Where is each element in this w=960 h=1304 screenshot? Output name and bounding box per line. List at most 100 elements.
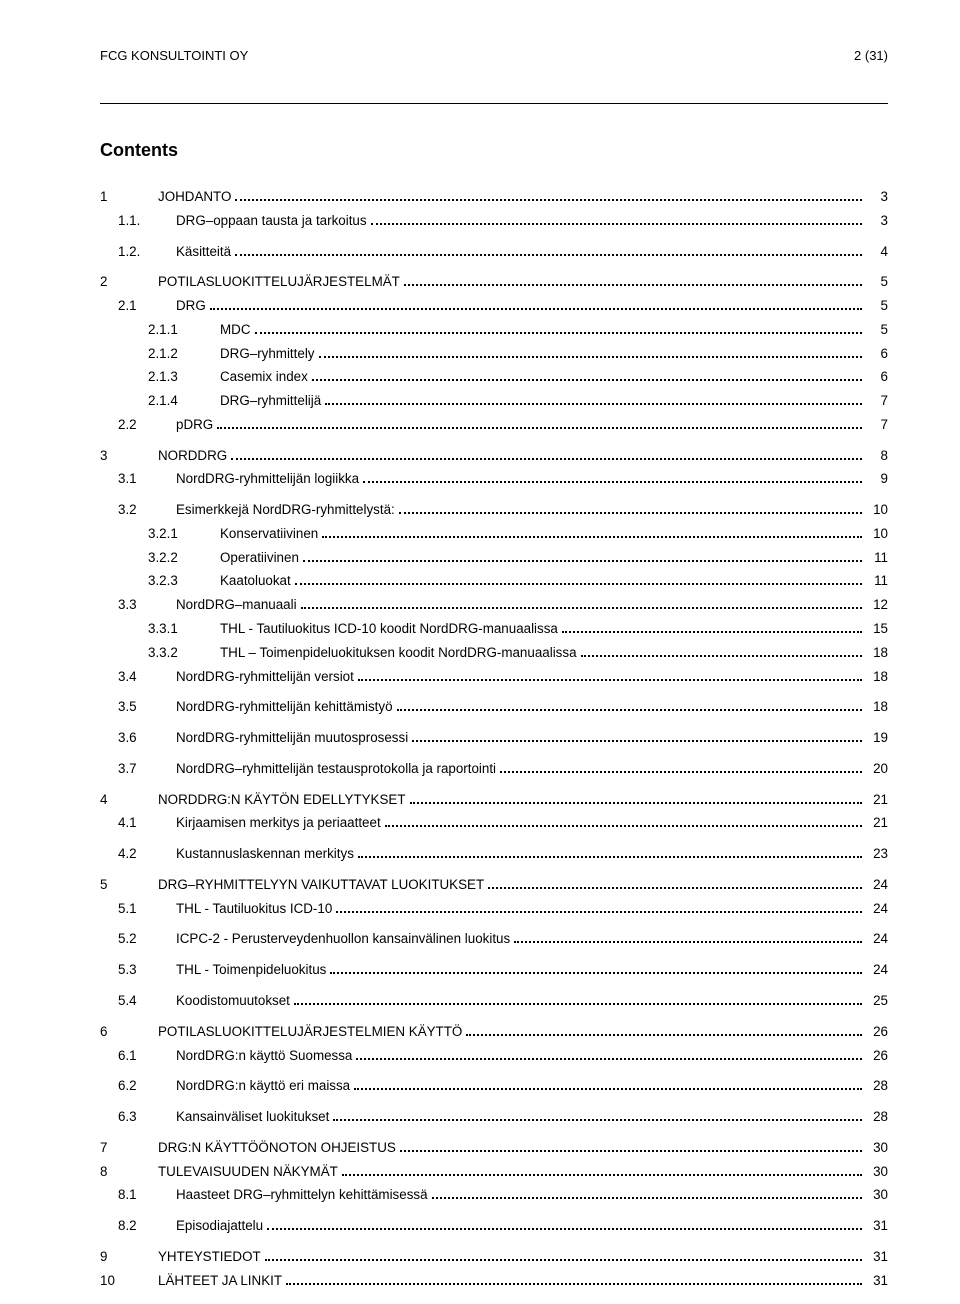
toc-entry[interactable]: 1.1.DRG–oppaan tausta ja tarkoitus3 — [100, 211, 888, 232]
toc-entry-leader — [371, 215, 862, 224]
toc-entry[interactable]: 5.4Koodistomuutokset25 — [100, 991, 888, 1012]
toc-entry[interactable]: 6.2NordDRG:n käyttö eri maissa28 — [100, 1076, 888, 1097]
toc-entry-title: DRG:N KÄYTTÖÖNOTON OHJEISTUS — [158, 1138, 396, 1159]
toc-entry[interactable]: 2.1.4DRG–ryhmittelijä7 — [100, 391, 888, 412]
toc-entry-page: 18 — [866, 643, 888, 664]
toc-entry[interactable]: 2.1.3Casemix index6 — [100, 367, 888, 388]
toc-entry-page: 8 — [866, 446, 888, 467]
toc-entry-page: 10 — [866, 500, 888, 521]
toc-entry-page: 24 — [866, 929, 888, 950]
toc-entry[interactable]: 5.3THL - Toimenpideluokitus24 — [100, 960, 888, 981]
toc-entry-title: THL – Toimenpideluokituksen koodit NordD… — [220, 643, 577, 664]
toc-entry[interactable]: 3.1NordDRG-ryhmittelijän logiikka9 — [100, 469, 888, 490]
toc-entry[interactable]: 5DRG–RYHMITTELYYN VAIKUTTAVAT LUOKITUKSE… — [100, 875, 888, 896]
toc-entry-title: NORDDRG:N KÄYTÖN EDELLYTYKSET — [158, 790, 406, 811]
toc-entry-page: 30 — [866, 1138, 888, 1159]
toc-entry[interactable]: 4.1Kirjaamisen merkitys ja periaatteet21 — [100, 813, 888, 834]
toc-entry-page: 28 — [866, 1107, 888, 1128]
toc-entry[interactable]: 3.2.3Kaatoluokat11 — [100, 571, 888, 592]
toc-entry[interactable]: 6.3Kansainväliset luokitukset 28 — [100, 1107, 888, 1128]
toc-entry-page: 30 — [866, 1185, 888, 1206]
toc-entry[interactable]: 3.2.2Operatiivinen11 — [100, 548, 888, 569]
toc-entry[interactable]: 5.1THL - Tautiluokitus ICD-1024 — [100, 899, 888, 920]
toc-entry[interactable]: 3.3.1THL - Tautiluokitus ICD-10 koodit N… — [100, 619, 888, 640]
toc-entry-leader — [354, 1081, 862, 1090]
toc-entry-leader — [294, 996, 862, 1005]
toc-entry-title: NORDDRG — [158, 446, 227, 467]
toc-entry[interactable]: 4.2Kustannuslaskennan merkitys23 — [100, 844, 888, 865]
toc-entry[interactable]: 3.2.1Konservatiivinen10 — [100, 524, 888, 545]
toc-entry[interactable]: 3NORDDRG8 — [100, 446, 888, 467]
toc-entry-number: 5.4 — [100, 991, 176, 1012]
toc-entry-leader — [385, 818, 862, 827]
toc-entry-title: DRG–RYHMITTELYYN VAIKUTTAVAT LUOKITUKSET — [158, 875, 484, 896]
header-rule — [100, 103, 888, 104]
toc-entry-number: 3.2.1 — [100, 524, 220, 545]
toc-gap — [100, 922, 888, 929]
toc-gap — [100, 690, 888, 697]
toc-entry-number: 6.3 — [100, 1107, 176, 1128]
toc-entry[interactable]: 1JOHDANTO3 — [100, 187, 888, 208]
toc-entry-title: TULEVAISUUDEN NÄKYMÄT — [158, 1162, 338, 1183]
toc-entry-number: 3.7 — [100, 759, 176, 780]
toc-entry[interactable]: 3.4NordDRG-ryhmittelijän versiot18 — [100, 667, 888, 688]
toc-entry[interactable]: 3.3NordDRG–manuaali12 — [100, 595, 888, 616]
toc-entry-leader — [286, 1275, 862, 1284]
toc-entry-page: 18 — [866, 667, 888, 688]
toc-entry[interactable]: 4NORDDRG:N KÄYTÖN EDELLYTYKSET21 — [100, 790, 888, 811]
toc-entry-leader — [333, 1112, 862, 1121]
toc-entry-leader — [312, 372, 862, 381]
toc-entry[interactable]: 7DRG:N KÄYTTÖÖNOTON OHJEISTUS30 — [100, 1138, 888, 1159]
toc-entry-page: 26 — [866, 1022, 888, 1043]
toc-gap — [100, 984, 888, 991]
toc-entry-page: 31 — [866, 1247, 888, 1268]
toc-entry-number: 3.2 — [100, 500, 176, 521]
toc-entry[interactable]: 10LÄHTEET JA LINKIT31 — [100, 1271, 888, 1292]
toc-entry-title: Kirjaamisen merkitys ja periaatteet — [176, 813, 381, 834]
toc-entry-leader — [500, 763, 862, 772]
toc-entry-number: 2.2 — [100, 415, 176, 436]
toc-entry-title: NordDRG-ryhmittelijän logiikka — [176, 469, 359, 490]
toc-entry[interactable]: 2.2pDRG7 — [100, 415, 888, 436]
toc-gap — [100, 783, 888, 790]
toc-entry[interactable]: 2.1.1MDC5 — [100, 320, 888, 341]
toc-entry[interactable]: 8TULEVAISUUDEN NÄKYMÄT30 — [100, 1162, 888, 1183]
toc-entry-number: 3.1 — [100, 469, 176, 490]
toc-entry-title: NordDRG-ryhmittelijän versiot — [176, 667, 354, 688]
toc-gap — [100, 837, 888, 844]
toc-entry-page: 20 — [866, 759, 888, 780]
toc-gap — [100, 721, 888, 728]
toc-entry[interactable]: 8.2Episodiajattelu31 — [100, 1216, 888, 1237]
toc-entry[interactable]: 6.1NordDRG:n käyttö Suomessa26 — [100, 1046, 888, 1067]
toc-entry[interactable]: 2.1DRG5 — [100, 296, 888, 317]
toc-entry[interactable]: 2.1.2DRG–ryhmittely6 — [100, 344, 888, 365]
toc-entry[interactable]: 3.7NordDRG–ryhmittelijän testausprotokol… — [100, 759, 888, 780]
toc-entry-number: 8 — [100, 1162, 158, 1183]
toc-entry-title: Kansainväliset luokitukset — [176, 1107, 329, 1128]
toc-entry-number: 2.1.1 — [100, 320, 220, 341]
toc-entry-page: 24 — [866, 960, 888, 981]
toc-entry[interactable]: 3.5NordDRG-ryhmittelijän kehittämistyö18 — [100, 697, 888, 718]
toc-entry[interactable]: 1.2.Käsitteitä4 — [100, 242, 888, 263]
toc-entry[interactable]: 2POTILASLUOKITTELUJÄRJESTELMÄT5 — [100, 272, 888, 293]
toc-entry[interactable]: 3.2Esimerkkejä NordDRG-ryhmittelystä:10 — [100, 500, 888, 521]
toc-entry-leader — [322, 529, 862, 538]
toc-entry[interactable]: 3.6NordDRG-ryhmittelijän muutosprosessi1… — [100, 728, 888, 749]
toc-entry-number: 1.1. — [100, 211, 176, 232]
toc-entry[interactable]: 5.2ICPC-2 - Perusterveydenhuollon kansai… — [100, 929, 888, 950]
toc-entry[interactable]: 9YHTEYSTIEDOT31 — [100, 1247, 888, 1268]
toc-entry-number: 9 — [100, 1247, 158, 1268]
toc-entry[interactable]: 8.1Haasteet DRG–ryhmittelyn kehittämises… — [100, 1185, 888, 1206]
toc-entry-page: 5 — [866, 296, 888, 317]
toc-entry-page: 7 — [866, 391, 888, 412]
toc-entry-title: NordDRG–manuaali — [176, 595, 297, 616]
toc-entry-page: 24 — [866, 899, 888, 920]
toc-entry[interactable]: 3.3.2THL – Toimenpideluokituksen koodit … — [100, 643, 888, 664]
toc-entry-title: DRG–ryhmittelijä — [220, 391, 321, 412]
toc-entry[interactable]: 6POTILASLUOKITTELUJÄRJESTELMIEN KÄYTTÖ26 — [100, 1022, 888, 1043]
toc-entry-leader — [400, 1142, 862, 1151]
toc-entry-number: 3.2.2 — [100, 548, 220, 569]
toc-entry-page: 15 — [866, 619, 888, 640]
toc-entry-leader — [295, 576, 862, 585]
toc-entry-number: 4.1 — [100, 813, 176, 834]
